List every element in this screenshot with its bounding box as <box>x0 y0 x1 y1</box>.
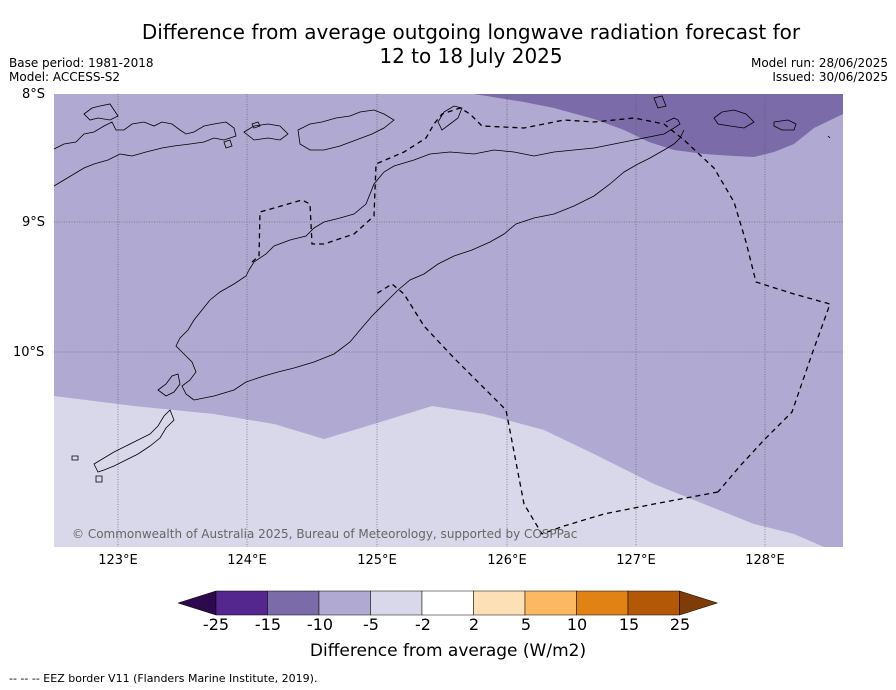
base-period: Base period: 1981-2018 <box>9 56 154 70</box>
eez-footnote: -- -- -- EEZ border V11 (Flanders Marine… <box>9 672 318 685</box>
colorbar-segment <box>370 590 423 616</box>
cbar-tick: 25 <box>669 615 691 634</box>
colorbar-tick-labels: -25 -15 -10 -5 -2 2 5 10 15 25 <box>0 615 896 637</box>
colorbar-extend-low <box>178 590 217 616</box>
issued-date: Issued: 30/06/2025 <box>772 70 888 84</box>
olr-map <box>54 94 843 547</box>
colorbar <box>178 590 719 616</box>
colorbar-segment <box>318 590 371 616</box>
lon-label-123e: 123°E <box>98 553 138 568</box>
colorbar-extend-high <box>679 590 719 616</box>
cbar-tick: 10 <box>566 615 588 634</box>
meta-right: Model run: 28/06/2025 Issued: 30/06/2025 <box>751 56 888 84</box>
colorbar-segments <box>178 590 719 616</box>
lon-label-125e: 125°E <box>357 553 397 568</box>
graticule <box>54 94 843 547</box>
colorbar-segment <box>576 590 629 616</box>
title-line-2: 12 to 18 July 2025 <box>379 44 563 68</box>
cbar-tick: 2 <box>468 615 480 634</box>
cbar-tick: -25 <box>202 615 230 634</box>
lat-label-10s: 10°S <box>13 345 45 360</box>
cbar-tick: 15 <box>618 615 640 634</box>
copyright-notice: © Commonwealth of Australia 2025, Bureau… <box>72 527 578 541</box>
title-line-1: Difference from average outgoing longwav… <box>141 20 801 44</box>
field-minus-2-to-minus-5 <box>54 396 824 547</box>
colorbar-segment <box>421 590 474 616</box>
cbar-tick: -15 <box>254 615 282 634</box>
model-name: Model: ACCESS-S2 <box>9 70 121 84</box>
lat-label-8s: 8°S <box>22 87 46 102</box>
lat-label-9s: 9°S <box>22 215 46 230</box>
colorbar-segment <box>627 590 680 616</box>
lon-label-126e: 126°E <box>487 553 527 568</box>
colorbar-label: Difference from average (W/m2) <box>309 641 587 661</box>
lon-label-127e: 127°E <box>616 553 656 568</box>
cbar-tick: 5 <box>520 615 532 634</box>
eez-border <box>251 107 831 535</box>
cbar-tick: -10 <box>306 615 334 634</box>
colorbar-segment <box>524 590 577 616</box>
chart-title: Difference from average outgoing longwav… <box>0 20 896 68</box>
cbar-tick: -5 <box>363 615 379 634</box>
field-minus-10-to-minus-15 <box>474 94 843 157</box>
colorbar-segment <box>267 590 320 616</box>
colorbar-segment <box>473 590 526 616</box>
meta-left: Base period: 1981-2018 Model: ACCESS-S2 <box>9 56 154 84</box>
cbar-tick: -2 <box>415 615 431 634</box>
lon-label-124e: 124°E <box>227 553 267 568</box>
colorbar-segment <box>215 590 268 616</box>
model-run: Model run: 28/06/2025 <box>750 56 888 70</box>
coastlines <box>54 95 831 483</box>
lon-label-128e: 128°E <box>745 553 785 568</box>
